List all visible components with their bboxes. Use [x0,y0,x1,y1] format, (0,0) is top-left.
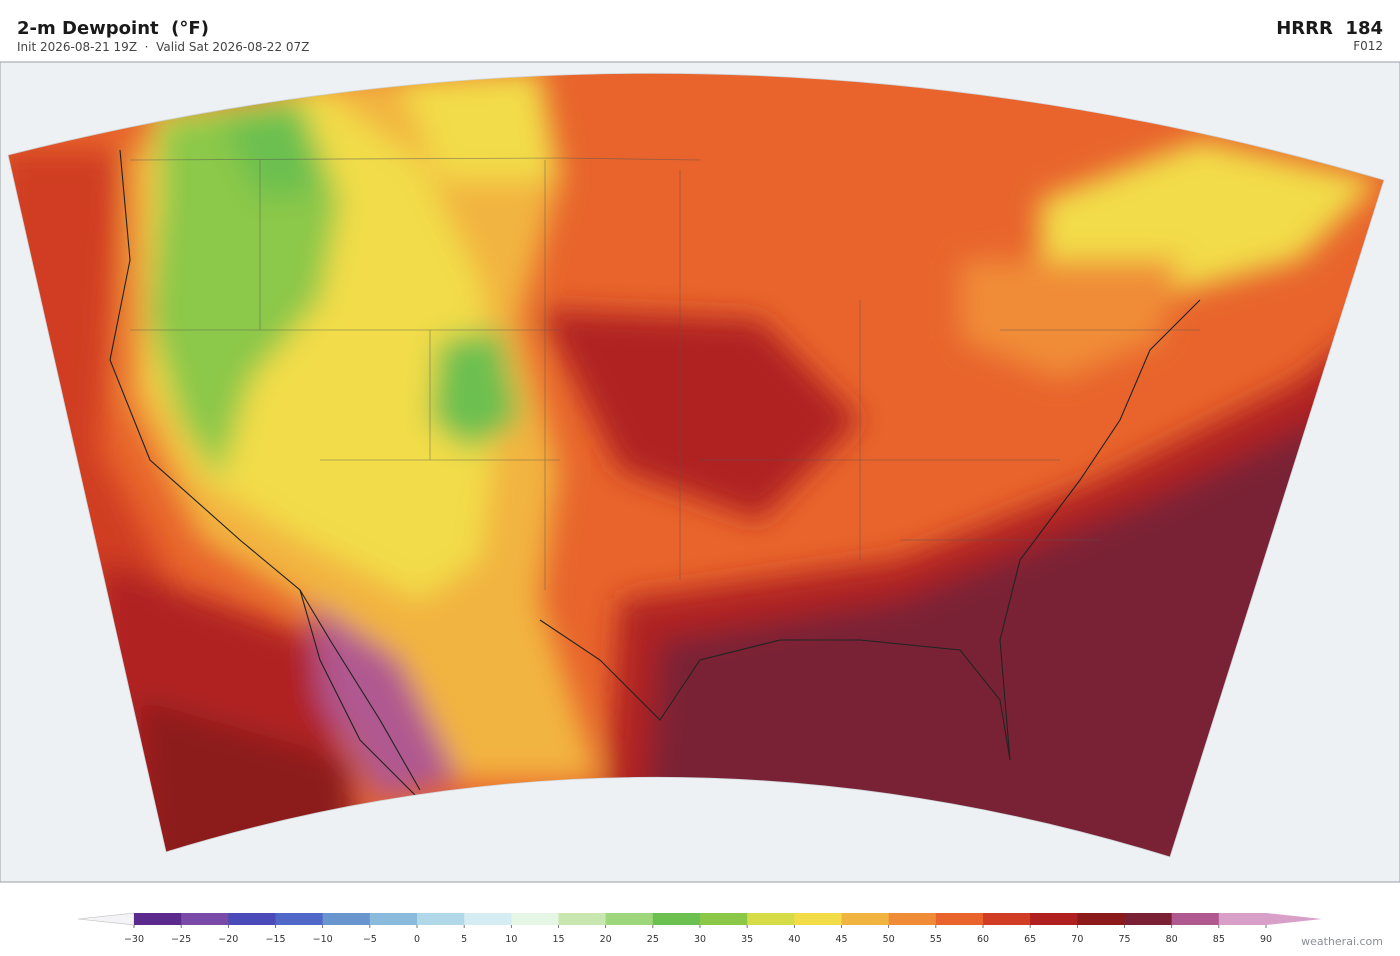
colorbar-tick-label: −25 [171,934,191,945]
forecast-hour: F012 [1353,39,1383,53]
colorbar-bin [1124,913,1173,925]
model-name: HRRR 184 [1276,18,1383,39]
colorbar-bin [511,913,559,925]
colorbar-tick-label: −10 [313,934,333,945]
colorbar-bin [464,913,512,925]
colorbar-bin [275,913,324,925]
colorbar-bin [652,913,701,925]
colorbar-tick-label: −20 [218,934,238,945]
colorbar-tick-label: 40 [788,934,800,945]
colorbar-tick-label: 35 [741,934,753,945]
colorbar-tick-label: 85 [1213,934,1225,945]
colorbar-bin [747,913,795,925]
colorbar-tick-label: −30 [124,934,144,945]
subtitle: Init 2026-08-21 19Z · Valid Sat 2026-08-… [17,40,309,54]
colorbar-tick-label: 90 [1260,934,1272,945]
colorbar-tick-label: 30 [694,934,706,945]
colorbar-tick-label: 45 [835,934,847,945]
colorbar-tick-label: 65 [1024,934,1036,945]
colorbar-bin [1171,913,1220,925]
colorbar-tick-label: 0 [414,934,420,945]
colorbar-bin [1030,913,1078,925]
colorbar-bin [605,913,654,925]
colorbar-tick-label: 55 [930,934,942,945]
colorbar: −30 −25 −20 −15 −10 −5 0 5 10 15 20 25 30 35 40 45 50 55 6… [77,912,1322,945]
colorbar-bin [134,913,182,925]
colorbar-tick-label: 15 [552,934,564,945]
dewpoint-field [8,73,1384,858]
colorbar-bin [841,913,890,925]
colorbar-bin [558,913,607,925]
colorbar-tick-label: 50 [883,934,895,945]
map [0,61,1400,883]
credit: weatherai.com [1301,935,1383,948]
colorbar-bin [888,913,937,925]
colorbar-extend-low [77,912,135,926]
colorbar-bin [983,913,1031,925]
colorbar-tick-label: 25 [647,934,659,945]
colorbar-tick-label: 10 [505,934,517,945]
colorbar-bin [1077,913,1125,925]
colorbar-tick-label: −5 [363,934,377,945]
colorbar-tick-label: 80 [1166,934,1178,945]
colorbar-tick-label: 5 [461,934,467,945]
colorbar-bin [228,913,276,925]
colorbar-extend-high [1266,913,1322,925]
colorbar-bin [935,913,984,925]
colorbar-bin [181,913,229,925]
colorbar-tick-label: 75 [1118,934,1130,945]
colorbar-bin [417,913,465,925]
colorbar-bin [369,913,418,925]
colorbar-bin [1218,913,1267,925]
colorbar-bin [794,913,842,925]
colorbar-tick-label: 60 [977,934,989,945]
colorbar-bin [700,913,748,925]
colorbar-tick-label: 20 [600,934,612,945]
colorbar-tick-label: −15 [265,934,285,945]
colorbar-bin [322,913,371,925]
colorbar-tick-label: 70 [1071,934,1083,945]
title: 2-m Dewpoint (°F) [17,18,209,39]
